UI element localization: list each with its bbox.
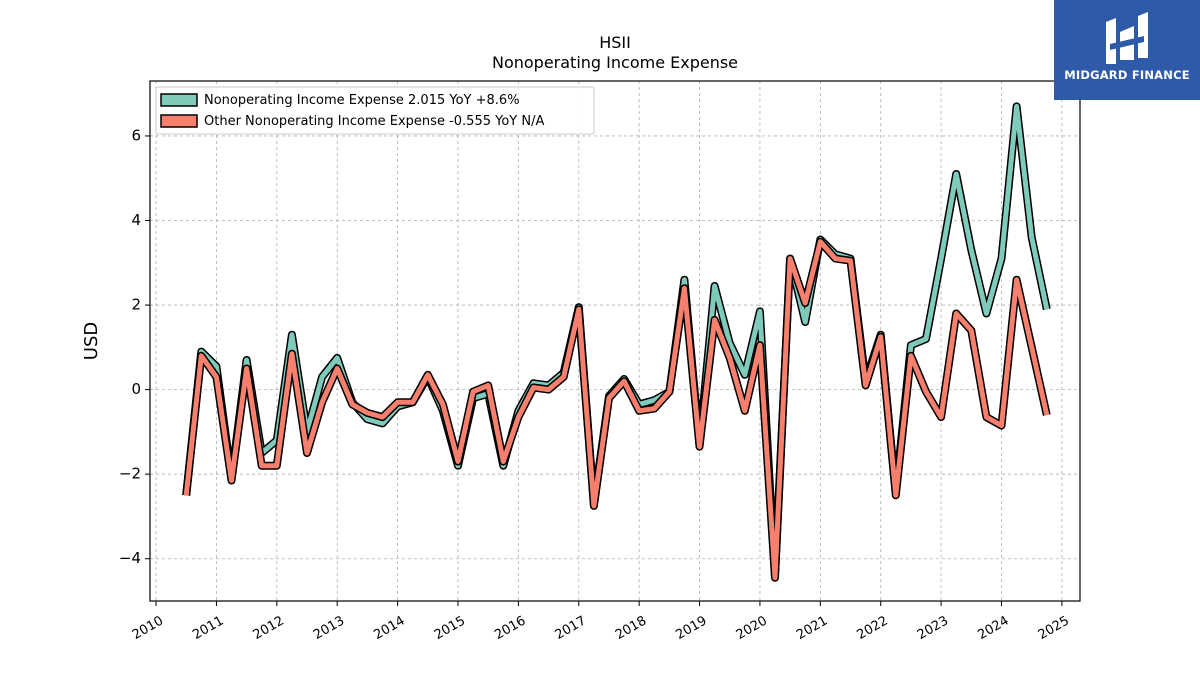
x-tick-label-3: 2013 xyxy=(311,613,347,643)
x-tick-label-12: 2022 xyxy=(855,613,891,643)
series-line-0 xyxy=(183,103,1050,579)
legend-label-nonoperating: Nonoperating Income Expense 2.015 YoY +8… xyxy=(204,93,520,108)
series-layer xyxy=(182,102,1051,582)
y-tick-label-4: 4 xyxy=(131,211,141,229)
x-tick-label-0: 2010 xyxy=(130,613,166,643)
x-tick-label-1: 2011 xyxy=(190,613,226,643)
x-tick-label-11: 2021 xyxy=(794,613,830,643)
y-tick-label-5: 6 xyxy=(131,126,141,144)
y-axis-label: USD xyxy=(81,322,102,360)
x-tick-label-10: 2020 xyxy=(734,613,770,643)
midgard-logo-icon xyxy=(1106,12,1148,64)
grid-lines xyxy=(150,81,1080,601)
y-axis-ticks: −4 −2 0 2 4 6 xyxy=(119,126,150,567)
x-tick-label-5: 2015 xyxy=(432,613,468,643)
series-line-1 xyxy=(183,239,1050,581)
x-tick-label-9: 2019 xyxy=(673,613,709,643)
plot-frame xyxy=(149,80,1081,602)
x-tick-label-13: 2023 xyxy=(915,613,951,643)
y-tick-label-0: −4 xyxy=(119,549,141,567)
x-tick-label-14: 2024 xyxy=(975,613,1011,643)
legend: Nonoperating Income Expense 2.015 YoY +8… xyxy=(155,86,595,135)
y-tick-label-1: −2 xyxy=(119,465,141,483)
legend-label-other-nonoperating: Other Nonoperating Income Expense -0.555… xyxy=(204,114,544,129)
x-tick-label-8: 2018 xyxy=(613,613,649,643)
x-tick-label-7: 2017 xyxy=(553,613,589,643)
chart-title: HSII xyxy=(599,33,631,52)
brand-name: MIDGARD FINANCE xyxy=(1064,68,1190,82)
x-tick-label-2: 2012 xyxy=(251,613,287,643)
x-tick-label-6: 2016 xyxy=(492,613,528,643)
x-axis-ticks: 2010 2011 2012 2013 2014 2015 2016 2017 2018 2019… xyxy=(130,601,1072,643)
x-tick-label-15: 2025 xyxy=(1036,613,1072,643)
y-tick-label-3: 2 xyxy=(131,296,141,314)
legend-box xyxy=(155,86,595,135)
chart-subtitle: Nonoperating Income Expense xyxy=(492,53,738,72)
brand-logo: MIDGARD FINANCE xyxy=(1054,0,1200,100)
y-tick-label-2: 0 xyxy=(131,380,141,398)
legend-swatch-nonoperating xyxy=(160,93,198,107)
x-tick-label-4: 2014 xyxy=(371,613,407,643)
legend-swatch-other-nonoperating xyxy=(160,114,198,128)
